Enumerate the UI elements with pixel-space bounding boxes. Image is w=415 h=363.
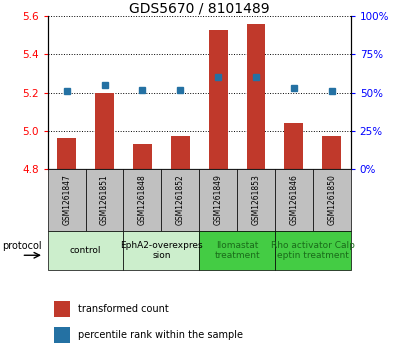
Bar	[124, 231, 199, 270]
Bar	[85, 169, 124, 231]
Text: Ilomastat
treatment: Ilomastat treatment	[214, 241, 260, 260]
Bar	[209, 30, 227, 169]
Bar	[95, 93, 114, 169]
Title: GDS5670 / 8101489: GDS5670 / 8101489	[129, 1, 269, 15]
Bar	[199, 231, 275, 270]
Bar	[275, 231, 351, 270]
Bar	[124, 169, 161, 231]
Text: EphA2-overexpres
sion: EphA2-overexpres sion	[120, 241, 203, 260]
Text: GSM1261849: GSM1261849	[214, 174, 222, 225]
Bar	[284, 123, 303, 169]
Bar	[48, 169, 85, 231]
Text: GSM1261847: GSM1261847	[62, 174, 71, 225]
Bar	[237, 169, 275, 231]
Bar	[54, 327, 71, 343]
Bar	[275, 169, 313, 231]
Text: GSM1261851: GSM1261851	[100, 174, 109, 225]
Bar	[313, 169, 351, 231]
Text: GSM1261848: GSM1261848	[138, 174, 147, 225]
Bar	[133, 144, 152, 169]
Bar	[247, 24, 266, 169]
Text: protocol: protocol	[2, 241, 42, 251]
Bar	[57, 138, 76, 169]
Text: GSM1261850: GSM1261850	[327, 174, 336, 225]
Bar	[171, 136, 190, 169]
Text: GSM1261852: GSM1261852	[176, 174, 185, 225]
Bar	[199, 169, 237, 231]
Bar	[322, 136, 341, 169]
Text: transformed count: transformed count	[78, 304, 169, 314]
Bar	[54, 301, 71, 317]
Text: GSM1261853: GSM1261853	[251, 174, 261, 225]
Text: percentile rank within the sample: percentile rank within the sample	[78, 330, 243, 340]
Text: Rho activator Calp
eptin treatment: Rho activator Calp eptin treatment	[271, 241, 355, 260]
Text: GSM1261846: GSM1261846	[289, 174, 298, 225]
Text: control: control	[70, 246, 101, 255]
Bar	[48, 231, 124, 270]
Bar	[161, 169, 199, 231]
